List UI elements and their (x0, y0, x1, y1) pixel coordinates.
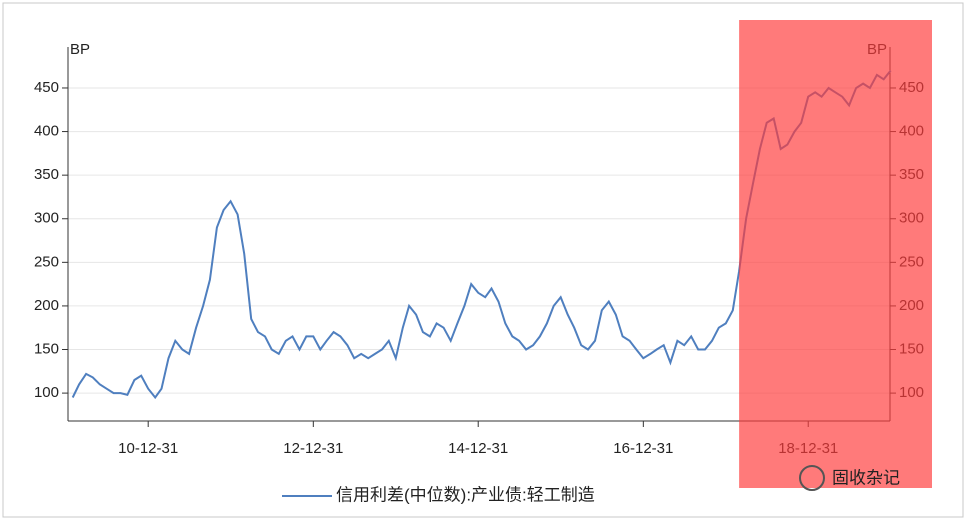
watermark-text: 固收杂记 (832, 468, 900, 487)
watermark-icon (799, 465, 825, 491)
y-tick-label: 150 (34, 340, 59, 357)
highlight-region (739, 20, 932, 488)
y-tick-label: 400 (34, 123, 59, 140)
x-tick-label: 10-12-31 (118, 440, 178, 457)
y-axis-label: BP (70, 41, 90, 58)
y-tick-label: 300 (34, 210, 59, 227)
y-tick-label: 100 (34, 384, 59, 401)
x-tick-label: 16-12-31 (613, 440, 673, 457)
y-tick-label: 250 (34, 253, 59, 270)
y-tick-label: 200 (34, 297, 59, 314)
x-tick-label: 12-12-31 (283, 440, 343, 457)
watermark: 固收杂记 (799, 465, 900, 491)
legend-label: 信用利差(中位数):产业债:轻工制造 (336, 485, 595, 504)
y-tick-label: 450 (34, 79, 59, 96)
x-tick-label: 14-12-31 (448, 440, 508, 457)
y-tick-label: 350 (34, 166, 59, 183)
